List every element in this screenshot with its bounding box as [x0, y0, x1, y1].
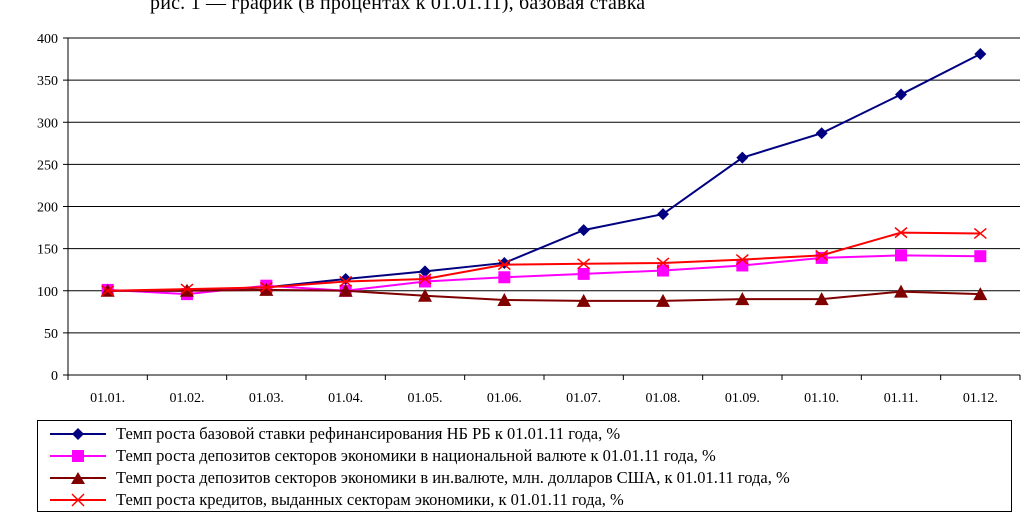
series-line [107, 288, 981, 302]
data-point-triangle [973, 287, 988, 301]
data-point-triangle [259, 282, 274, 296]
data-point-diamond [498, 256, 511, 269]
x-tick-label: 01.10. [804, 391, 839, 406]
data-point-diamond [974, 48, 987, 61]
data-point-x [656, 257, 670, 269]
x-tick-label: 01.03. [249, 391, 284, 406]
data-point-x [815, 249, 829, 261]
data-point-triangle [735, 292, 750, 306]
legend-marker-triangle-icon [50, 472, 106, 484]
x-tick-label: 01.11. [884, 391, 918, 406]
data-point-diamond [657, 208, 669, 221]
x-tick-label: 01.12. [963, 391, 998, 406]
data-point-x [973, 227, 987, 240]
x-tick-label: 01.07. [566, 391, 601, 406]
y-tick-label: 400 [37, 32, 58, 47]
y-tick-label: 200 [37, 201, 58, 216]
data-point-triangle [894, 284, 908, 298]
x-tick-label: 01.09. [725, 391, 760, 406]
data-point-triangle [497, 293, 512, 307]
data-point-triangle [180, 283, 194, 297]
data-point-x [418, 273, 432, 285]
y-tick-label: 100 [37, 285, 58, 300]
y-tick-label: 300 [37, 116, 58, 131]
data-point-square [657, 264, 669, 277]
legend: Темп роста базовой ставки рефинансирован… [37, 420, 1012, 512]
data-point-triangle [338, 283, 353, 297]
data-point-x [339, 275, 353, 288]
y-tick-label: 0 [51, 369, 58, 384]
truncated-caption: рис. 1 — график (в процентах к 01.01.11)… [150, 0, 646, 14]
legend-label: Темп роста депозитов секторов экономики … [116, 468, 790, 487]
data-point-diamond [577, 224, 590, 237]
legend-marker-square-icon [50, 450, 106, 462]
data-point-x [101, 285, 115, 297]
legend-marker-x-icon [50, 493, 106, 507]
y-tick-label: 150 [37, 243, 58, 258]
x-tick-label: 01.01. [90, 391, 125, 406]
series-line [107, 53, 981, 292]
y-tick-label: 50 [44, 327, 58, 342]
data-point-x [735, 254, 749, 266]
data-point-triangle [418, 288, 432, 302]
data-point-x [180, 283, 194, 295]
data-point-square [577, 267, 590, 280]
y-tick-label: 350 [37, 74, 58, 89]
data-point-x [577, 258, 591, 270]
data-point-square [736, 259, 749, 272]
chart-plot: 0 50 100 150 200 250 300 350 400 01.01. 01.02. 01.0… [37, 32, 1021, 406]
data-point-square [895, 249, 907, 262]
y-tick-label: 250 [37, 158, 58, 173]
legend-label: Темп роста базовой ставки рефинансирован… [116, 424, 621, 443]
data-point-diamond [419, 265, 431, 278]
data-point-x [259, 281, 273, 293]
data-point-triangle [576, 293, 591, 307]
x-tick-label: 01.05. [408, 391, 443, 406]
data-point-triangle [814, 292, 829, 306]
x-tick-label: 01.04. [328, 391, 363, 406]
data-point-square [498, 271, 511, 284]
legend-label: Темп роста депозитов секторов экономики … [116, 446, 716, 465]
data-point-square [974, 250, 987, 263]
data-point-x [497, 259, 511, 271]
data-point-x [894, 227, 908, 239]
legend-marker-diamond-icon [50, 428, 106, 440]
data-point-diamond [895, 88, 907, 101]
x-tick-label: 01.08. [646, 391, 681, 406]
legend-label: Темп роста кредитов, выданных секторам э… [116, 490, 624, 509]
x-tick-label: 01.02. [170, 391, 205, 406]
data-point-diamond [736, 151, 749, 164]
series-line [107, 231, 981, 292]
data-point-diamond [815, 127, 828, 140]
x-tick-label: 01.06. [487, 391, 522, 406]
data-point-triangle [656, 293, 670, 307]
